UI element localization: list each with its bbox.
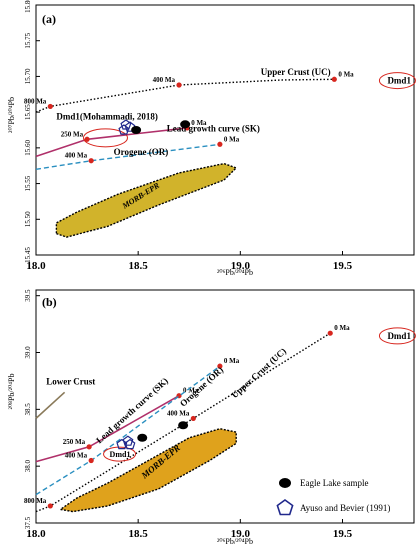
legend-marker-ayuso-bevier — [276, 499, 294, 516]
y-tick-label: 15.45 — [24, 247, 32, 263]
y-tick-label: 15.75 — [24, 32, 32, 48]
annotation: Dmd1(Mohammadi, 2018) — [56, 111, 158, 121]
morb-epr-field — [55, 162, 238, 238]
age-marker — [47, 503, 53, 509]
morb-epr-field — [58, 427, 237, 513]
y-tick-label: 38.0 — [24, 460, 32, 473]
age-label: 0 Ma — [191, 119, 207, 127]
age-label: 800 Ma — [24, 497, 47, 505]
y-tick-label: 15.80 — [24, 0, 32, 13]
plot-frame — [35, 289, 415, 524]
x-axis-label: ²⁰⁶Pb/²⁰⁴Pb — [217, 537, 253, 546]
y-axis-label: ²⁰⁷Pb/²⁰⁴Pb — [7, 97, 16, 133]
annotation: Dmd1 — [387, 76, 411, 86]
dmd1-sample-outline — [103, 446, 137, 462]
curve-2 — [35, 143, 220, 170]
x-tick-label: 19.0 — [231, 528, 251, 540]
x-tick-label: 18.5 — [129, 528, 149, 540]
legend-marker-eagle-lake — [279, 478, 291, 488]
ayuso-bevier-point — [124, 438, 136, 450]
y-axis-label: ²⁰⁸Pb/²⁰⁴Pb — [7, 374, 16, 410]
age-label: 0 Ma — [224, 135, 240, 143]
age-label: 400 Ma — [167, 409, 190, 417]
dmd1-outline — [378, 327, 416, 345]
annotation: Lower Crust — [46, 376, 95, 386]
dmd1-sample-outline — [82, 128, 128, 148]
annotation: Lead growth curve (SK) — [167, 123, 260, 133]
age-marker — [190, 415, 196, 422]
age-label: 250 Ma — [61, 130, 84, 138]
age-label: 400 Ma — [65, 451, 88, 459]
age-marker — [47, 103, 53, 110]
y-tick-label: 15.55 — [24, 175, 32, 191]
ayuso-bevier-point — [118, 124, 130, 135]
legend-label: Eagle Lake sample — [300, 478, 368, 488]
age-label: 0 Ma — [183, 387, 199, 395]
panel-a: 18.0 18.5 19.0 19.5 15.45 15.50 15.55 15.60 15.6… — [7, 0, 416, 277]
age-marker — [331, 76, 337, 82]
annotation: Upper Crust (UC) — [261, 67, 331, 77]
age-label: 0 Ma — [338, 70, 354, 78]
age-label: 0 Ma — [224, 357, 240, 365]
age-label: 800 Ma — [24, 97, 47, 105]
y-tick-label: 15.70 — [24, 68, 32, 84]
curve-0 — [35, 332, 331, 513]
y-tick-label: 15.50 — [24, 211, 32, 227]
legend-label: Ayuso and Bevier (1991) — [300, 503, 390, 513]
x-tick-label: 19.5 — [333, 528, 353, 540]
x-tick-label: 19.0 — [231, 260, 251, 272]
plot-frame — [35, 4, 415, 256]
age-marker — [88, 457, 94, 464]
x-tick-label: 18.0 — [26, 260, 46, 272]
curve-3 — [35, 391, 66, 419]
y-tick-label: 38.5 — [24, 403, 32, 416]
age-marker — [86, 444, 92, 450]
ayuso-bevier-point — [122, 435, 134, 446]
y-tick-label: 39.0 — [24, 346, 32, 359]
age-label: 0 Ma — [334, 324, 350, 332]
age-marker — [217, 141, 223, 147]
y-tick-label: 15.65 — [24, 104, 32, 120]
y-tick-label: 15.60 — [24, 139, 32, 155]
y-tick-label: 37.5 — [24, 516, 32, 529]
x-tick-label: 18.0 — [26, 528, 46, 540]
eagle-lake-point — [131, 126, 142, 134]
age-label: 400 Ma — [153, 76, 176, 84]
x-tick-label: 18.5 — [129, 260, 149, 272]
y-tick-label: 39.5 — [24, 289, 32, 302]
age-label: 250 Ma — [63, 438, 86, 446]
ayuso-bevier-point — [124, 121, 136, 132]
age-marker — [217, 363, 223, 369]
panel-label: (b) — [42, 295, 57, 309]
annotation: Dmd1 — [110, 450, 131, 459]
panel-label: (a) — [42, 12, 56, 26]
age-marker — [88, 158, 94, 164]
x-tick-label: 19.5 — [333, 260, 353, 272]
dmd1-outline — [378, 72, 416, 90]
annotation: Dmd1 — [387, 331, 411, 341]
eagle-lake-point — [178, 421, 189, 430]
annotation: Orogene (OR) — [114, 147, 169, 157]
age-marker — [327, 330, 333, 336]
age-marker — [84, 136, 90, 142]
age-label: 400 Ma — [65, 152, 88, 160]
eagle-lake-point — [137, 433, 148, 442]
eagle-lake-point — [180, 120, 191, 129]
age-marker — [176, 82, 182, 88]
x-axis-label: ²⁰⁶Pb/²⁰⁴Pb — [217, 268, 253, 277]
